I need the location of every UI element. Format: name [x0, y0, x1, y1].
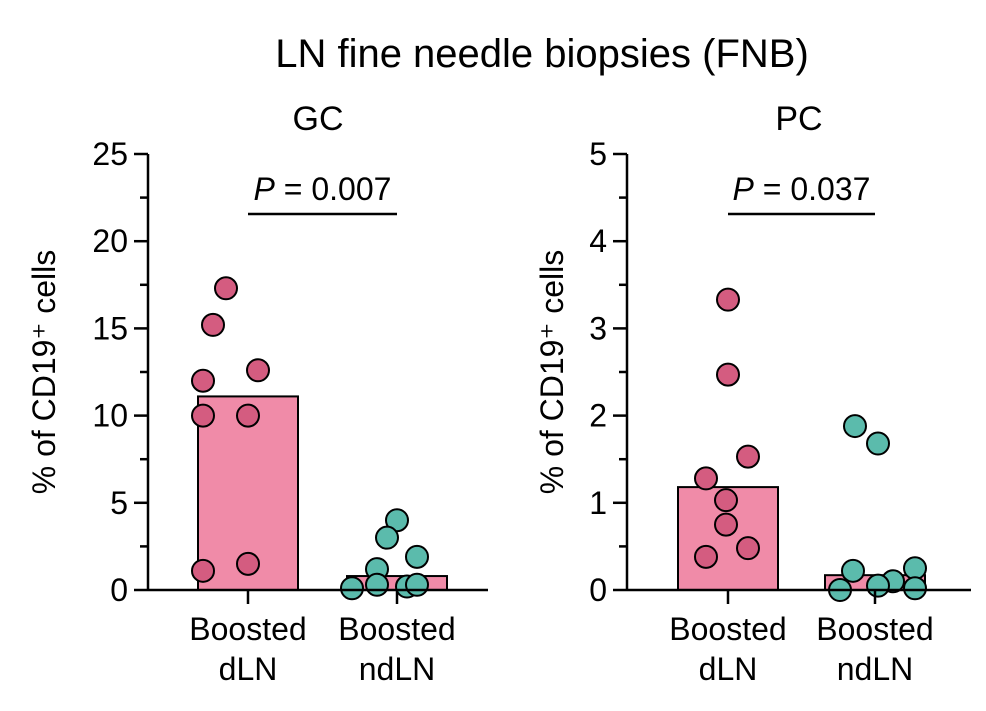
y-tick-label: 10 [92, 398, 128, 434]
y-axis-label: % of CD19⁺ cells [534, 250, 570, 495]
y-tick-label: 2 [589, 398, 607, 434]
data-point [866, 573, 890, 598]
data-point [714, 488, 738, 513]
data-point [736, 444, 760, 469]
p-value: = 0.007 [275, 171, 392, 207]
y-tick-label: 5 [110, 485, 128, 521]
data-point [716, 362, 740, 387]
y-tick-label: 0 [110, 572, 128, 608]
p-label: P [254, 171, 276, 207]
data-point [694, 466, 718, 491]
y-tick-label: 1 [589, 485, 607, 521]
chart-panel-gc: GC 0 5 10 15 20 25 Boosted dLN Boosted ndLN % of CD… [26, 100, 488, 687]
y-tick-label: 3 [589, 310, 607, 346]
chart-panel-pc: PC 0 1 2 3 4 5 Boosted dLN Boosted ndLN % of CD19⁺ … [534, 100, 971, 687]
x-tick-label: dLN [699, 651, 758, 687]
chart-title: GC [293, 100, 344, 138]
data-point [903, 556, 927, 581]
figure-title: LN fine needle biopsies (FNB) [275, 32, 809, 76]
data-point [191, 558, 215, 583]
data-point [375, 525, 399, 550]
data-point [201, 312, 225, 337]
y-axis-label: % of CD19⁺ cells [26, 250, 62, 495]
y-tick-label: 20 [92, 223, 128, 259]
y-tick-label: 15 [92, 310, 128, 346]
x-tick-label: Boosted [189, 611, 306, 647]
y-tick-label: 4 [589, 223, 607, 259]
data-point [843, 414, 867, 439]
data-point [340, 576, 364, 601]
data-point [714, 512, 738, 537]
data-point [736, 536, 760, 561]
p-value-annotation: P = 0.037 [733, 171, 871, 207]
data-point [236, 551, 260, 576]
data-point [866, 431, 890, 456]
x-tick-label: Boosted [669, 611, 786, 647]
data-point [841, 558, 865, 583]
y-tick-label: 5 [589, 136, 607, 172]
y-tick-label: 25 [92, 136, 128, 172]
data-point [716, 287, 740, 312]
data-point [365, 572, 389, 597]
x-tick-label: ndLN [837, 651, 914, 687]
chart-title: PC [775, 100, 822, 138]
data-point [214, 276, 238, 301]
data-point [405, 544, 429, 569]
data-point [191, 368, 215, 393]
x-tick-label: dLN [219, 651, 278, 687]
data-point [246, 358, 270, 383]
data-point [694, 544, 718, 569]
data-point [191, 403, 215, 428]
data-point [236, 403, 260, 428]
data-point [903, 576, 927, 601]
y-tick-label: 0 [589, 572, 607, 608]
x-tick-label: Boosted [338, 611, 455, 647]
x-tick-label: ndLN [359, 651, 436, 687]
data-point [405, 572, 429, 597]
x-tick-label: Boosted [816, 611, 933, 647]
p-value: = 0.037 [754, 171, 871, 207]
p-value-annotation: P = 0.007 [254, 171, 392, 207]
p-label: P [733, 171, 755, 207]
